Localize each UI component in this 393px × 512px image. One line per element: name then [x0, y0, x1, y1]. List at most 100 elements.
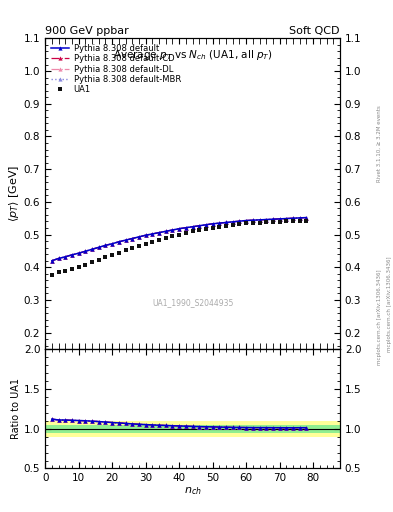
Pythia 8.308 default [63, 254, 68, 260]
Pythia 8.308 default-CD [184, 225, 188, 231]
Pythia 8.308 default-CD [157, 229, 162, 236]
UA1 [304, 218, 309, 224]
Pythia 8.308 default-MBR [163, 228, 168, 234]
UA1 [237, 221, 242, 227]
UA1 [50, 272, 54, 279]
Pythia 8.308 default-MBR [110, 241, 114, 247]
Pythia 8.308 default [197, 223, 202, 229]
Pythia 8.308 default-CD [277, 216, 282, 222]
Pythia 8.308 default [237, 218, 242, 224]
Bar [45, 424, 340, 433]
Pythia 8.308 default-MBR [70, 252, 74, 258]
Pythia 8.308 default-MBR [143, 232, 148, 238]
UA1 [197, 227, 202, 233]
Pythia 8.308 default-CD [96, 244, 101, 250]
Line: UA1: UA1 [50, 218, 309, 278]
Pythia 8.308 default [137, 234, 141, 240]
UA1 [170, 233, 175, 239]
Pythia 8.308 default [244, 218, 248, 224]
Pythia 8.308 default-MBR [63, 254, 68, 260]
Pythia 8.308 default-CD [163, 228, 168, 234]
Pythia 8.308 default-CD [116, 239, 121, 245]
Pythia 8.308 default-CD [291, 215, 296, 221]
Pythia 8.308 default-DL [90, 246, 94, 252]
UA1 [137, 243, 141, 249]
Pythia 8.308 default-DL [123, 237, 128, 243]
Pythia 8.308 default [298, 215, 302, 221]
Pythia 8.308 default-MBR [170, 227, 175, 233]
Pythia 8.308 default-DL [304, 215, 309, 221]
Pythia 8.308 default-DL [244, 218, 248, 224]
Pythia 8.308 default [143, 232, 148, 238]
UA1 [123, 247, 128, 253]
Y-axis label: $\langle p_T \rangle$ [GeV]: $\langle p_T \rangle$ [GeV] [7, 165, 21, 222]
Pythia 8.308 default-CD [197, 223, 202, 229]
Pythia 8.308 default [50, 258, 54, 264]
Pythia 8.308 default-CD [264, 217, 269, 223]
Pythia 8.308 default [123, 237, 128, 243]
Pythia 8.308 default [130, 236, 135, 242]
UA1 [291, 218, 296, 224]
Pythia 8.308 default [230, 219, 235, 225]
Pythia 8.308 default-MBR [264, 217, 269, 223]
UA1 [224, 223, 228, 229]
Pythia 8.308 default-DL [143, 232, 148, 238]
Pythia 8.308 default [83, 248, 88, 254]
Pythia 8.308 default-MBR [204, 222, 208, 228]
Pythia 8.308 default [177, 226, 182, 232]
X-axis label: $n_{ch}$: $n_{ch}$ [184, 485, 202, 497]
Pythia 8.308 default-CD [304, 215, 309, 221]
UA1 [230, 222, 235, 228]
Pythia 8.308 default [116, 239, 121, 245]
Pythia 8.308 default-MBR [250, 217, 255, 223]
Pythia 8.308 default-DL [63, 254, 68, 260]
Pythia 8.308 default-DL [298, 215, 302, 221]
Pythia 8.308 default-CD [210, 221, 215, 227]
Pythia 8.308 default-DL [83, 248, 88, 254]
Line: Pythia 8.308 default-MBR: Pythia 8.308 default-MBR [50, 216, 309, 263]
Pythia 8.308 default [90, 246, 94, 252]
Pythia 8.308 default [277, 216, 282, 222]
Pythia 8.308 default-MBR [50, 258, 54, 264]
Pythia 8.308 default-DL [163, 228, 168, 234]
Pythia 8.308 default [271, 216, 275, 222]
Pythia 8.308 default-CD [56, 255, 61, 262]
Pythia 8.308 default-DL [96, 244, 101, 250]
Pythia 8.308 default-CD [298, 215, 302, 221]
Pythia 8.308 default-MBR [304, 215, 309, 221]
Pythia 8.308 default-MBR [130, 236, 135, 242]
Pythia 8.308 default-DL [237, 218, 242, 224]
Pythia 8.308 default-DL [76, 250, 81, 257]
Pythia 8.308 default-MBR [291, 215, 296, 221]
Pythia 8.308 default [190, 224, 195, 230]
Pythia 8.308 default-MBR [96, 244, 101, 250]
Pythia 8.308 default [110, 241, 114, 247]
UA1 [90, 259, 94, 265]
Pythia 8.308 default-DL [230, 219, 235, 225]
UA1 [210, 225, 215, 231]
Pythia 8.308 default-MBR [190, 224, 195, 230]
UA1 [163, 235, 168, 241]
Pythia 8.308 default-MBR [123, 237, 128, 243]
Pythia 8.308 default [157, 229, 162, 236]
Pythia 8.308 default-CD [70, 252, 74, 258]
UA1 [217, 224, 222, 230]
Pythia 8.308 default-DL [137, 234, 141, 240]
Pythia 8.308 default-MBR [277, 216, 282, 222]
Pythia 8.308 default-MBR [184, 225, 188, 231]
UA1 [130, 245, 135, 251]
Pythia 8.308 default-CD [271, 216, 275, 222]
Pythia 8.308 default-DL [264, 217, 269, 223]
Pythia 8.308 default-MBR [244, 218, 248, 224]
UA1 [63, 267, 68, 273]
Pythia 8.308 default-MBR [157, 229, 162, 236]
Pythia 8.308 default [224, 220, 228, 226]
Pythia 8.308 default-DL [103, 242, 108, 248]
UA1 [157, 237, 162, 243]
UA1 [298, 218, 302, 224]
Text: UA1_1990_S2044935: UA1_1990_S2044935 [152, 298, 233, 307]
Line: Pythia 8.308 default-DL: Pythia 8.308 default-DL [50, 216, 309, 263]
Pythia 8.308 default-CD [103, 242, 108, 248]
Pythia 8.308 default [304, 215, 309, 221]
Pythia 8.308 default-DL [110, 241, 114, 247]
